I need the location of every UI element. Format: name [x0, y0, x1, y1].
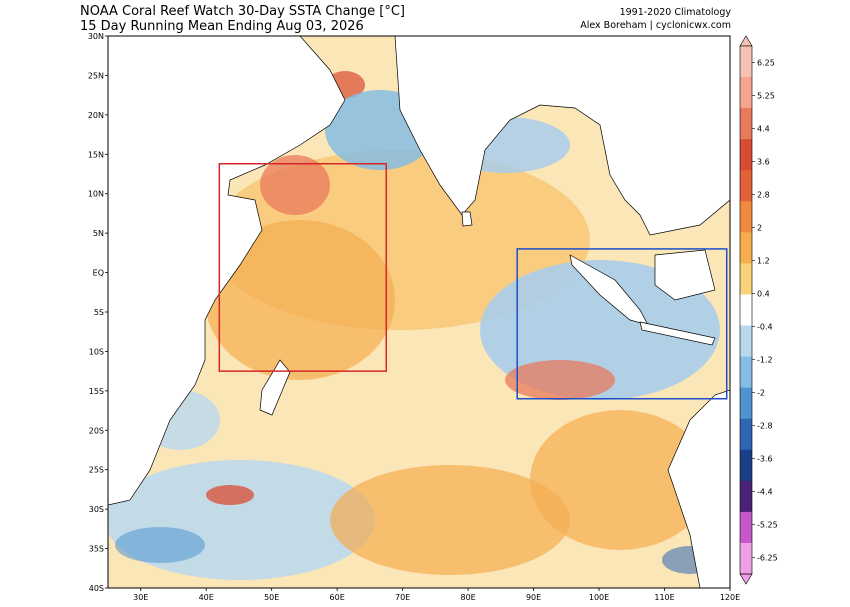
colorbar-max-arrow [739, 35, 753, 47]
lon-label: 30E [133, 593, 148, 602]
lon-label: 50E [264, 593, 279, 602]
warm-anomaly-patch [260, 155, 330, 215]
lon-label: 90E [526, 593, 541, 602]
colorbar-label: -2 [757, 389, 765, 398]
lat-label: 20N [88, 111, 104, 120]
lon-label: 70E [395, 593, 410, 602]
colorbar-segment [740, 418, 752, 451]
lat-label: 10S [89, 347, 104, 356]
australia [667, 389, 730, 588]
warm-anomaly-patch [330, 465, 570, 575]
lat-label: 30N [88, 32, 104, 41]
eastern-box [516, 248, 728, 400]
colorbar-segment [740, 387, 752, 420]
colorbar-label: -5.25 [757, 521, 778, 530]
anomaly-field [108, 71, 720, 580]
colorbar-segment [740, 77, 752, 109]
colorbar-segment [740, 449, 752, 482]
lon-label: 100E [589, 593, 609, 602]
lon-label: 80E [460, 593, 475, 602]
africa-arabia-landmass [108, 36, 346, 506]
lat-label: 35S [89, 545, 104, 554]
colorbar-segment [740, 201, 752, 233]
lat-label: EQ [93, 269, 104, 278]
colorbar-label: -1.2 [757, 356, 773, 365]
map-subtitle: 15 Day Running Mean Ending Aug 03, 2026 [80, 19, 364, 34]
lon-label: 40E [199, 593, 214, 602]
borneo [654, 249, 716, 301]
map-plot-area [108, 36, 730, 588]
colorbar-label: -0.4 [757, 323, 773, 332]
colorbar-segment [740, 232, 752, 264]
colorbar-min-arrow [739, 573, 753, 585]
colorbar-label: 5.25 [757, 92, 775, 101]
colorbar-segment [740, 170, 752, 202]
lat-label: 20S [89, 426, 104, 435]
colorbar-label: -3.6 [757, 455, 773, 464]
colorbar-segment [740, 325, 752, 358]
latitude-labels: 30N 25N 20N 15N 10N 5N EQ 5S 10S 15S 20S 25S 30S 35S 4… [88, 32, 108, 593]
madagascar [259, 359, 291, 416]
colorbar-segment [740, 139, 752, 171]
colorbar-label: -2.8 [757, 422, 773, 431]
india-asia-landmass [394, 36, 730, 236]
colorbar-segment [740, 294, 752, 327]
colorbar-label: 0.4 [757, 290, 770, 299]
java [639, 321, 716, 346]
colorbar-segment [740, 46, 752, 78]
lat-label: 10N [88, 190, 104, 199]
colorbar-label: 3.6 [757, 158, 770, 167]
analysis-boxes [218, 162, 728, 400]
warm-anomaly-patch [530, 410, 710, 550]
lat-label: 25N [88, 71, 104, 80]
lon-label: 110E [654, 593, 674, 602]
warm-anomaly-patch [206, 485, 254, 505]
colorbar-segment [740, 480, 752, 513]
longitude-labels: 30E 40E 50E 60E 70E 80E 90E 100E 110E 120E [133, 588, 740, 602]
lat-label: 40S [89, 584, 104, 593]
colorbar-label: 1.2 [757, 257, 770, 266]
lon-label: 120E [720, 593, 740, 602]
colorbar-label: 6.25 [757, 59, 775, 68]
author-credit: Alex Boreham | cyclonicwx.com [580, 20, 731, 31]
colorbar-label: 2.8 [757, 191, 770, 200]
lat-label: 15N [88, 150, 104, 159]
lat-label: 15S [89, 387, 104, 396]
sumatra [569, 254, 649, 326]
land-masses [108, 36, 730, 588]
map-title: NOAA Coral Reef Watch 30-Day SSTA Change… [80, 4, 405, 19]
lat-label: 25S [89, 466, 104, 475]
colorbar-outline [739, 45, 753, 575]
cool-anomaly-patch [115, 527, 205, 563]
lon-label: 60E [330, 593, 345, 602]
colorbar-label: 4.4 [757, 125, 770, 134]
colorbar: 6.25 5.25 4.4 3.6 2.8 2 1.2 0.4 -0.4 -1.2 -2 -2.8 -3… [739, 35, 778, 585]
warm-anomaly-patch [205, 220, 395, 380]
colorbar-segment [740, 263, 752, 295]
colorbar-segment [740, 108, 752, 140]
lat-label: 5S [94, 308, 104, 317]
sri-lanka [461, 211, 473, 227]
colorbar-segment [740, 511, 752, 544]
warm-anomaly-patch [505, 360, 615, 400]
colorbar-segment [740, 356, 752, 389]
climatology-note: 1991-2020 Climatology [619, 7, 731, 18]
colorbar-label: 2 [757, 224, 762, 233]
colorbar-segment [740, 542, 752, 575]
lat-label: 30S [89, 505, 104, 514]
colorbar-label: -4.4 [757, 488, 773, 497]
western-box [218, 162, 388, 372]
lat-label: 5N [93, 229, 104, 238]
colorbar-label: -6.25 [757, 554, 778, 563]
